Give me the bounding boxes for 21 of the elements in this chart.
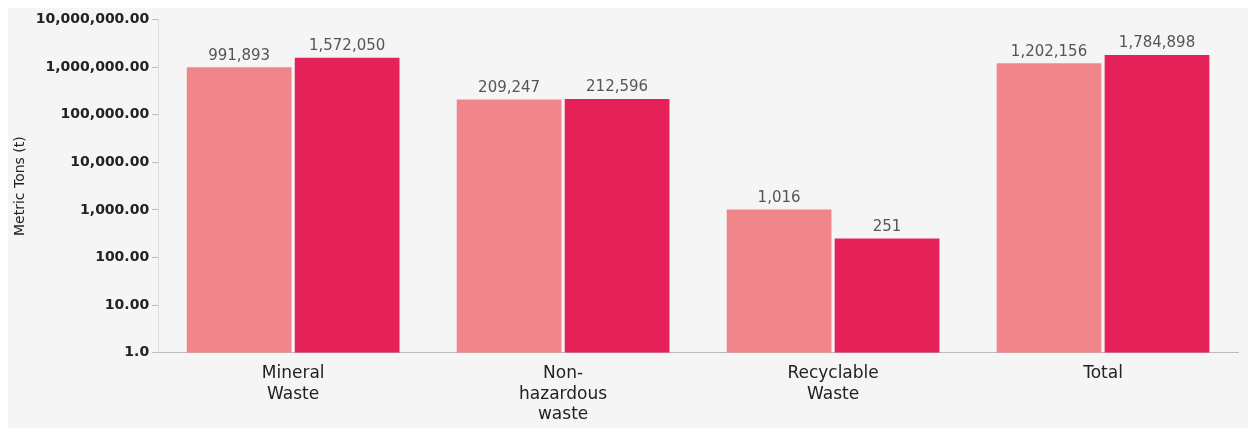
y-tick-label: 10.00 — [104, 295, 150, 312]
y-axis-title: Metric Tons (t) — [11, 136, 28, 236]
data-label: 1,202,156 — [1010, 41, 1088, 60]
data-label: 209,247 — [478, 77, 541, 96]
data-label: 1,784,898 — [1118, 33, 1196, 52]
x-tick-label: Non-hazardous waste — [519, 362, 608, 424]
y-tick-label: 1,000,000.00 — [45, 57, 150, 74]
y-tick-label: 10,000,000.00 — [35, 10, 150, 27]
y-tick-label: 1,000.00 — [80, 200, 150, 217]
y-tick-label: 1.0 — [124, 343, 150, 360]
y-tick-label: 100,000.00 — [60, 105, 150, 122]
data-label: 251 — [872, 216, 902, 235]
y-tick-label: 10,000.00 — [70, 152, 150, 169]
x-tick-label: Total — [1082, 362, 1123, 383]
x-tick-label: Mineral Waste — [261, 362, 325, 403]
data-label: 991,893 — [208, 45, 271, 64]
y-tick-label: 100.00 — [95, 248, 150, 265]
data-label: 212,596 — [586, 77, 649, 96]
data-label: 1,016 — [757, 187, 801, 206]
data-label: 1,572,050 — [308, 36, 386, 55]
x-tick-label: Recyclable Waste — [787, 362, 879, 403]
